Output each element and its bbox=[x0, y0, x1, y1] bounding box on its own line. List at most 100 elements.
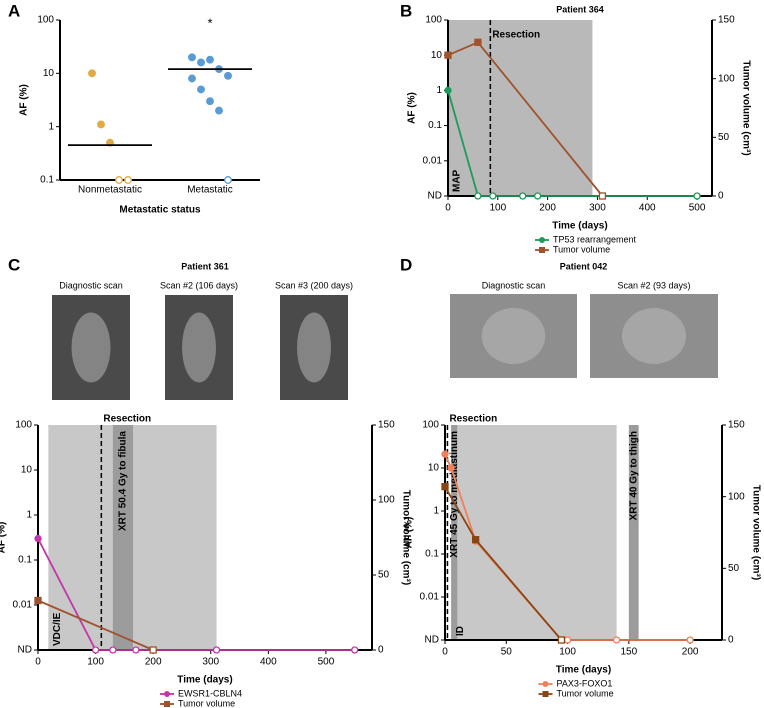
y-axis-label: AF (%) bbox=[404, 517, 415, 549]
data-dot bbox=[206, 97, 214, 106]
y2-tick-label: 50 bbox=[718, 132, 730, 143]
legend-marker bbox=[539, 237, 545, 243]
x-tick-label: 100 bbox=[87, 657, 104, 668]
scan-detail bbox=[182, 312, 216, 383]
data-point bbox=[132, 646, 140, 654]
data-dot bbox=[197, 58, 205, 67]
x-tick-label: 100 bbox=[489, 203, 506, 214]
data-point bbox=[444, 51, 452, 59]
legend-label: EWSR1-CBLN4 bbox=[178, 688, 242, 698]
scan-detail bbox=[481, 308, 546, 364]
chart-title: Patient 361 bbox=[181, 261, 229, 271]
legend-label: Tumor volume bbox=[557, 688, 614, 698]
y-tick-label: 0.01 bbox=[13, 600, 33, 611]
treatment-region bbox=[451, 425, 458, 640]
y-tick-label: 1 bbox=[433, 506, 439, 517]
data-point bbox=[474, 192, 482, 200]
x-tick-label: 500 bbox=[689, 203, 706, 214]
x-tick-label: 400 bbox=[639, 203, 656, 214]
data-dot bbox=[224, 71, 232, 80]
y-tick-label: 10 bbox=[428, 463, 440, 474]
y-tick-label: 1 bbox=[26, 510, 32, 521]
y-tick-label: 10 bbox=[21, 465, 33, 476]
y-tick-label: 100 bbox=[15, 420, 32, 431]
y2-tick-label: 0 bbox=[718, 191, 724, 202]
y-tick-label: 0.1 bbox=[428, 120, 442, 131]
data-point bbox=[557, 636, 566, 644]
y-tick-label: 100 bbox=[37, 15, 54, 26]
x-tick-label: 0 bbox=[445, 203, 451, 214]
data-point bbox=[34, 534, 42, 543]
significance: * bbox=[207, 15, 212, 30]
x-tick-label: 400 bbox=[260, 657, 277, 668]
data-point bbox=[444, 86, 452, 95]
image-caption: Scan #2 (93 days) bbox=[617, 280, 690, 290]
annotation: Resection bbox=[492, 30, 540, 41]
chart-title: Patient 364 bbox=[556, 4, 604, 14]
y-tick-label: 10 bbox=[431, 50, 443, 61]
data-point bbox=[471, 536, 480, 544]
data-dot bbox=[224, 176, 232, 184]
legend-label: TP53 rearrangement bbox=[553, 234, 637, 244]
data-point bbox=[441, 482, 449, 491]
panel-letter: C bbox=[8, 255, 20, 274]
y2-tick-label: 100 bbox=[718, 73, 735, 84]
y2-tick-label: 100 bbox=[728, 491, 745, 502]
data-dot bbox=[124, 176, 132, 184]
y2-tick-label: 150 bbox=[718, 15, 735, 26]
y2-tick-label: 50 bbox=[728, 563, 740, 574]
data-point bbox=[612, 636, 621, 644]
data-dot bbox=[206, 55, 214, 64]
data-dot bbox=[97, 120, 105, 129]
y-tick-label: ND bbox=[428, 191, 442, 202]
data-point bbox=[441, 450, 449, 458]
data-point bbox=[212, 646, 221, 654]
x-tick-label: Metastatic bbox=[187, 185, 233, 196]
y2-tick-label: 150 bbox=[728, 420, 745, 431]
x-tick-label: 300 bbox=[589, 203, 606, 214]
y-tick-label: ND bbox=[18, 645, 32, 656]
x-axis-label: Time (days) bbox=[177, 675, 232, 686]
series-line bbox=[37, 599, 154, 651]
treatment-region bbox=[451, 425, 617, 640]
y-tick-label: 0.1 bbox=[18, 555, 32, 566]
image-caption: Scan #3 (200 days) bbox=[275, 280, 353, 290]
scan-detail bbox=[622, 308, 686, 364]
image-caption: Diagnostic scan bbox=[482, 280, 546, 290]
y-tick-label: 1 bbox=[436, 85, 442, 96]
x-tick-label: 0 bbox=[35, 657, 41, 668]
y2-axis-label: Tumor volume (cm³) bbox=[750, 485, 761, 580]
data-point bbox=[149, 646, 157, 654]
region-label: VDC/IE bbox=[52, 612, 63, 646]
image-caption: Scan #2 (106 days) bbox=[160, 280, 238, 290]
x-tick-label: 0 bbox=[442, 647, 448, 658]
panel-letter: A bbox=[8, 1, 20, 20]
data-point bbox=[693, 192, 701, 200]
y-axis-label: AF (%) bbox=[0, 522, 8, 554]
legend-marker bbox=[164, 691, 170, 697]
legend-label: Tumor volume bbox=[178, 698, 235, 708]
chart-title: Patient 042 bbox=[560, 261, 608, 271]
data-point bbox=[109, 646, 117, 654]
y-tick-label: 100 bbox=[422, 420, 439, 431]
data-dot bbox=[188, 74, 196, 83]
region-label: ID bbox=[455, 626, 466, 636]
data-point bbox=[686, 636, 694, 644]
scan-detail bbox=[297, 312, 331, 383]
legend-marker bbox=[539, 247, 545, 253]
x-tick-label: 200 bbox=[682, 647, 699, 658]
y2-tick-label: 150 bbox=[378, 420, 395, 431]
region-label: XRT 45 Gy to mediastinum bbox=[449, 431, 460, 558]
legend-marker bbox=[164, 701, 170, 707]
annotation: Resection bbox=[449, 414, 497, 425]
y2-axis-label: Tumor volume (cm³) bbox=[400, 490, 411, 585]
x-axis-label: Metastatic status bbox=[119, 205, 201, 216]
y2-tick-label: 100 bbox=[378, 495, 395, 506]
y2-tick-label: 50 bbox=[378, 570, 390, 581]
legend-label: Tumor volume bbox=[553, 244, 610, 254]
x-tick-label: Nonmetastatic bbox=[78, 185, 142, 196]
data-dot bbox=[197, 85, 205, 94]
y-tick-label: 100 bbox=[425, 15, 442, 26]
data-point bbox=[91, 646, 100, 654]
